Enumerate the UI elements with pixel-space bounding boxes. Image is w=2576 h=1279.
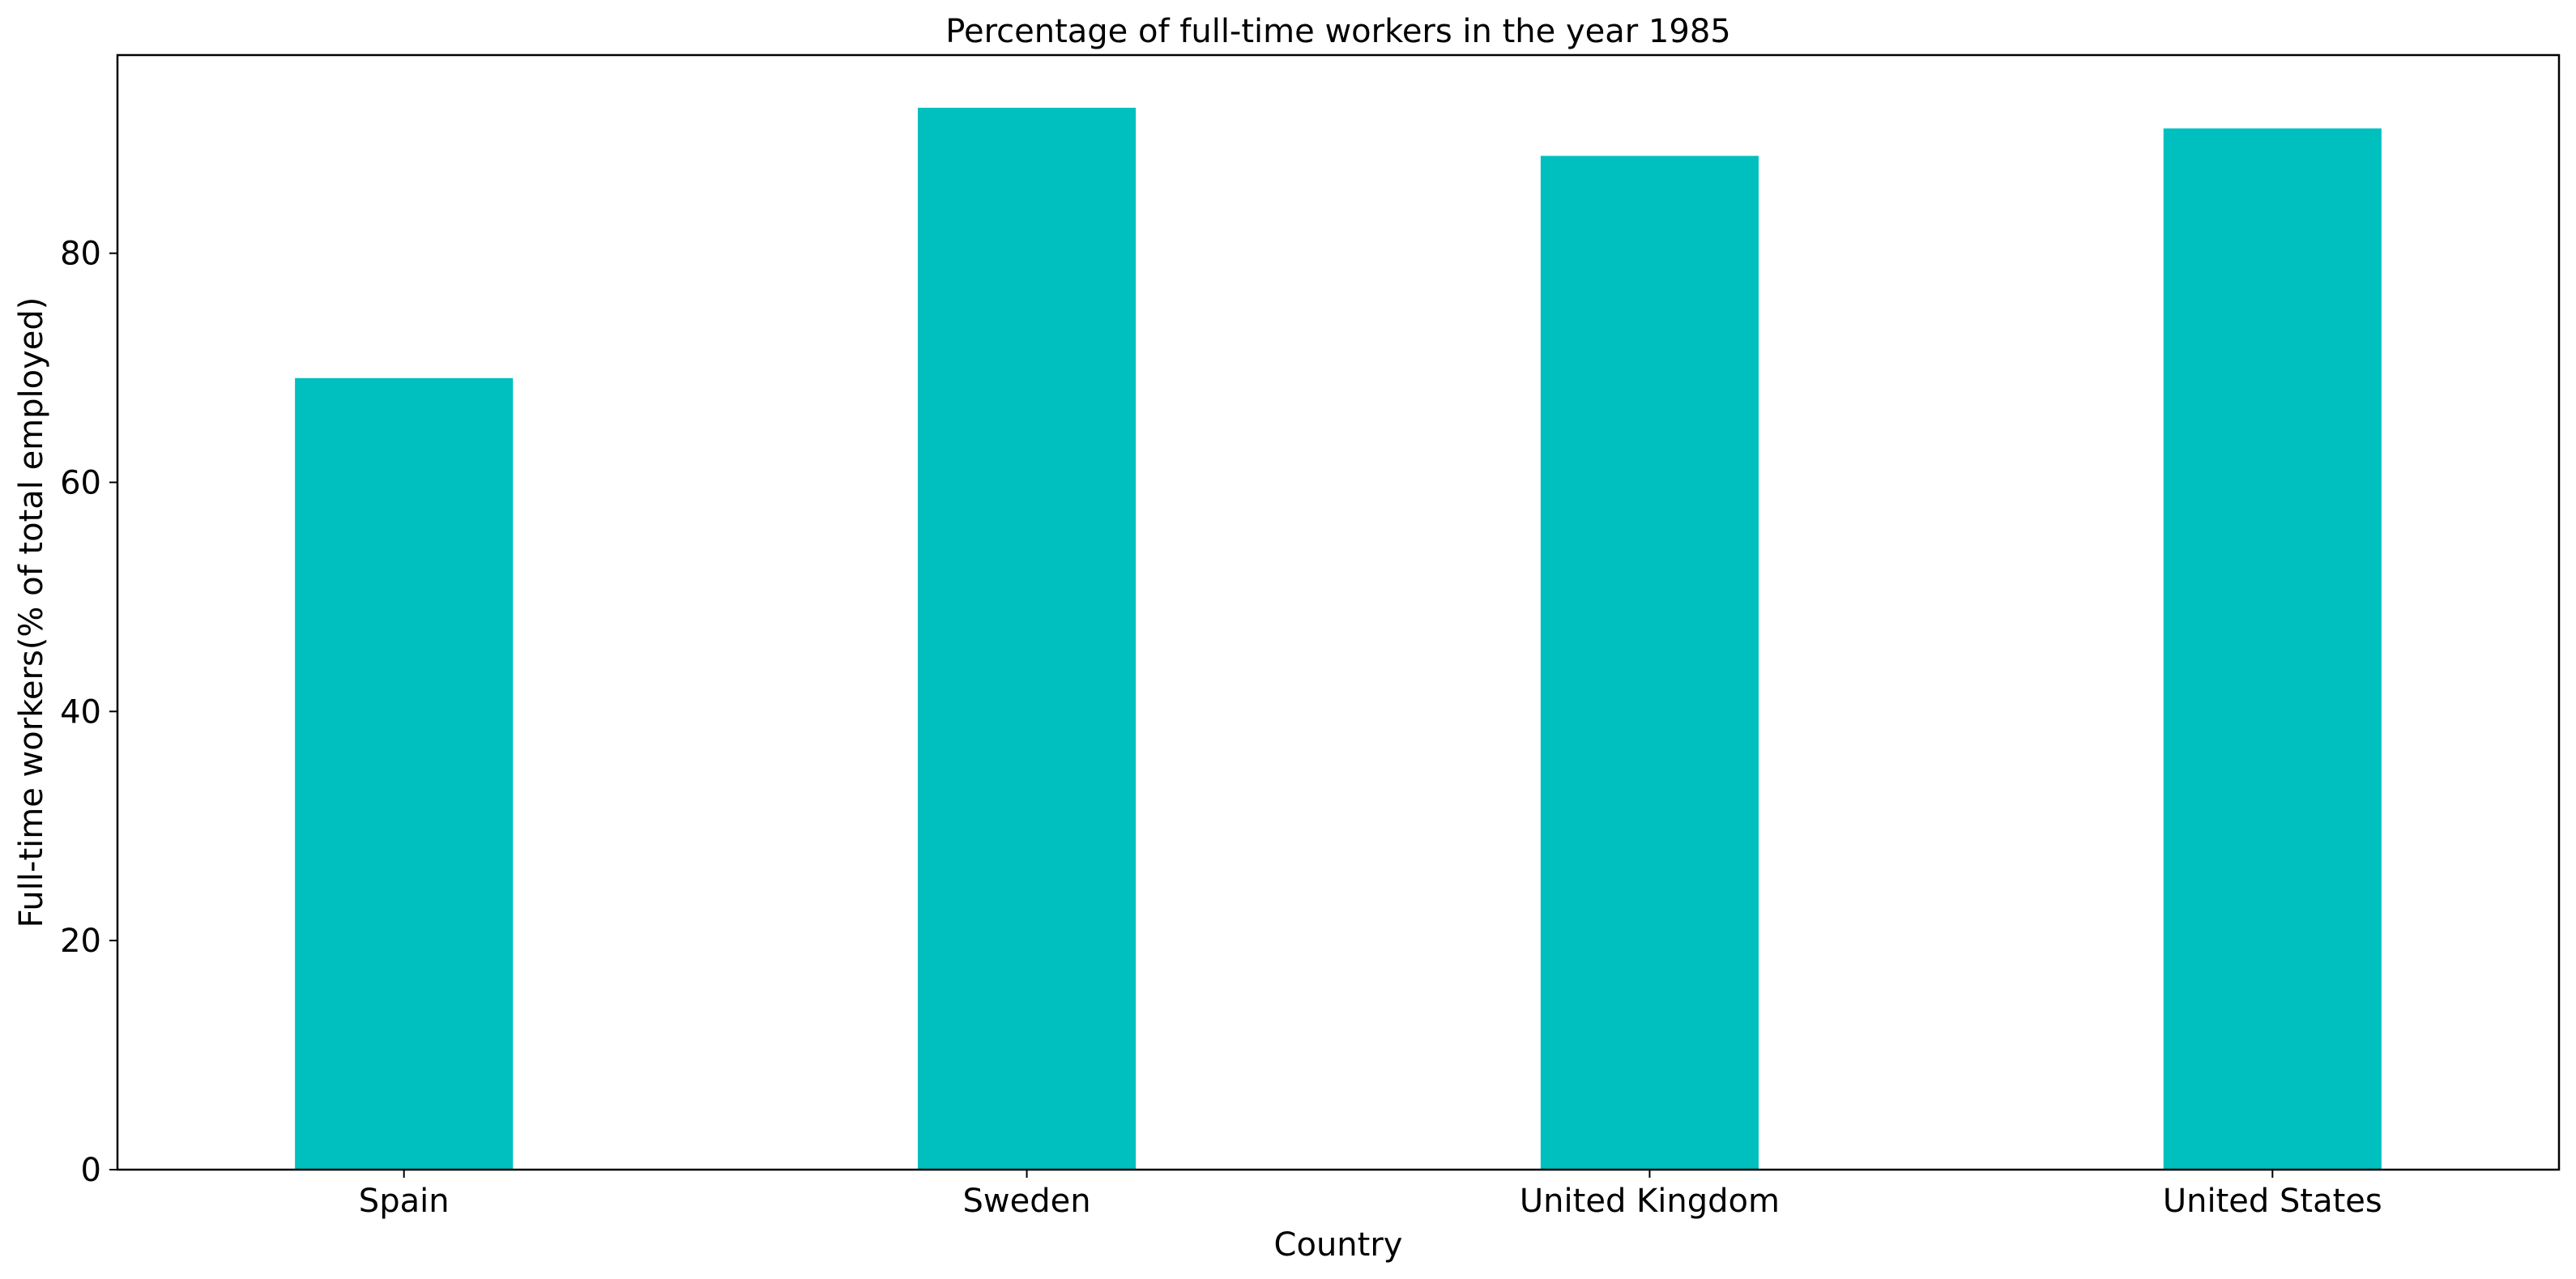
y-axis-ticks: 0 20 40 60 80: [60, 236, 117, 1189]
plot-frame: [116, 53, 2561, 1171]
x-tick-label: United Kingdom: [1520, 1183, 1780, 1220]
x-axis-ticks: Spain Sweden United Kingdom United States: [359, 1170, 2382, 1220]
y-tick-label: 20: [60, 923, 101, 960]
y-tick-label: 40: [60, 693, 101, 731]
bars-layer: [295, 108, 2382, 1170]
chart-title: Percentage of full-time workers in the y…: [945, 13, 1730, 50]
x-tick-label: Sweden: [963, 1183, 1091, 1220]
bar-united-kingdom: [1540, 156, 1759, 1170]
x-tick-label: United States: [2163, 1183, 2382, 1220]
bar-spain: [295, 377, 514, 1170]
bar-sweden: [918, 108, 1137, 1170]
y-tick-label: 80: [60, 236, 101, 273]
x-tick-label: Spain: [359, 1183, 450, 1220]
bar-united-states: [2163, 128, 2382, 1170]
y-tick-label: 0: [81, 1152, 101, 1189]
y-tick-label: 60: [60, 464, 101, 501]
y-axis-label: Full-time workers(% of total employed): [13, 297, 50, 928]
x-axis-label: Country: [1274, 1226, 1403, 1264]
